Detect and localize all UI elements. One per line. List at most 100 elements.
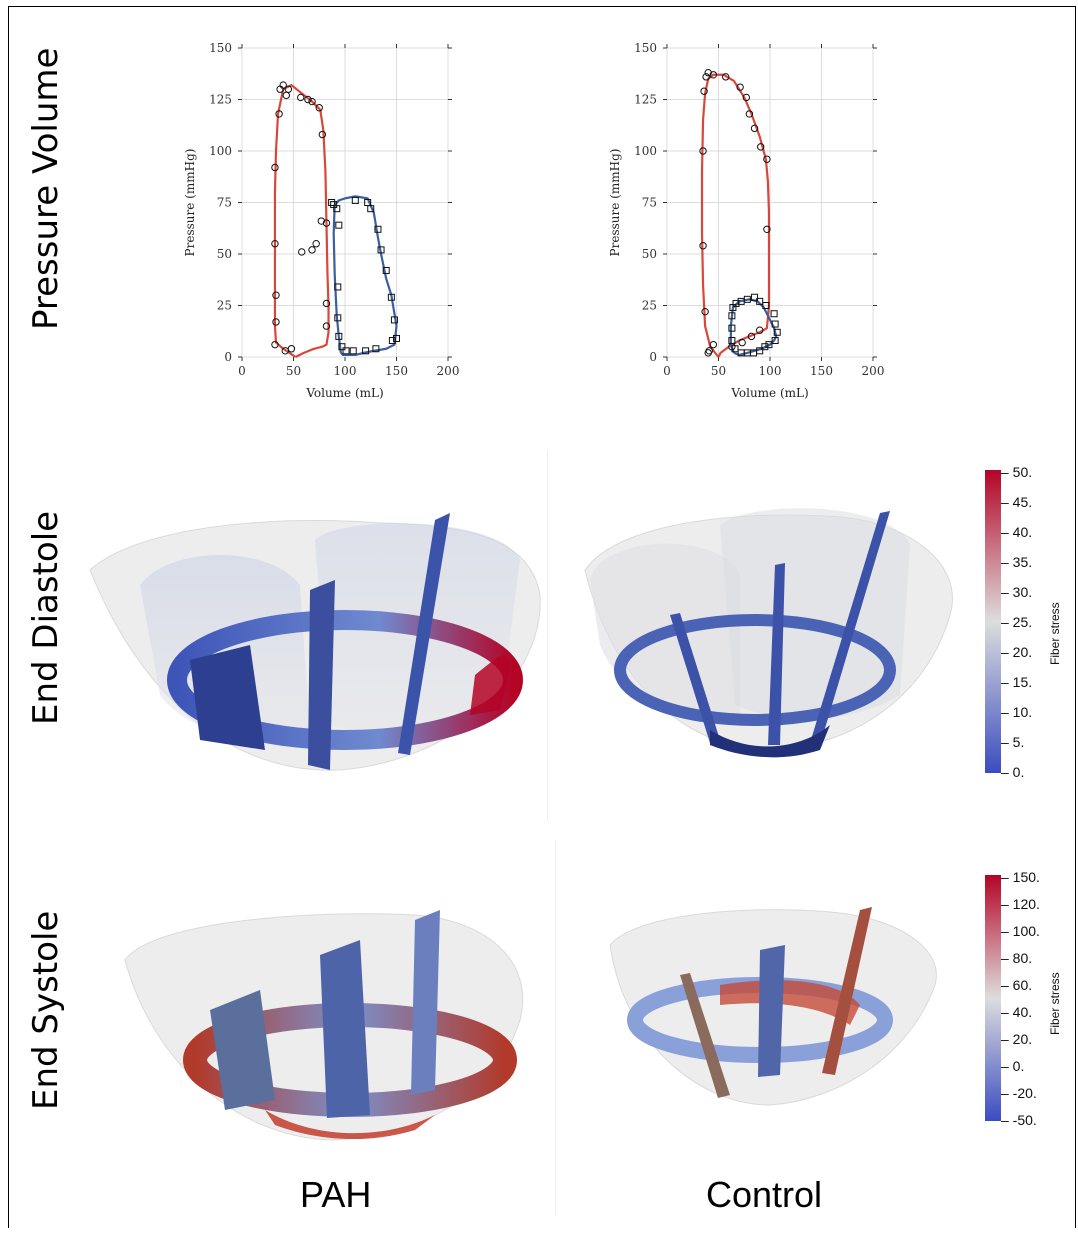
rv-measured-point <box>338 343 346 351</box>
lv-model-line <box>700 73 771 358</box>
x-tick-label: 50 <box>286 364 301 378</box>
rv-measured-point <box>770 310 778 318</box>
y-tick-label: 100 <box>209 144 232 158</box>
rv-measured-point <box>751 293 759 301</box>
lv-measured-point <box>701 307 709 316</box>
lv-measured-point <box>318 130 327 139</box>
colorbar-tick-label: – 45. <box>1001 494 1033 510</box>
colorbar-tick-label: – -50. <box>1001 1112 1037 1128</box>
colorbar-tick-label: – 15. <box>1001 674 1033 690</box>
colorbar-tick-label: – 10. <box>1001 704 1033 720</box>
heart-mesh-end-diastole-control <box>584 508 953 758</box>
colorbar-tick-label: – -20. <box>1001 1085 1037 1101</box>
lv-measured-point <box>275 110 283 118</box>
lv-measured-point <box>271 240 279 248</box>
colorbar-tick-label: – 30. <box>1001 584 1033 600</box>
y-axis-label: Pressure (mmHg) <box>608 149 622 257</box>
rv-measured-point <box>334 314 342 322</box>
lv-measured-point <box>757 143 765 151</box>
lv-measured-point <box>304 95 312 104</box>
rv-model-line <box>332 195 398 357</box>
y-tick-label: 125 <box>634 93 657 107</box>
rv-measured-point <box>335 332 343 340</box>
rv-measured-point <box>377 246 385 254</box>
lv-measured-point <box>699 147 707 155</box>
rv-measured-point <box>731 345 739 353</box>
y-tick-label: 75 <box>642 196 657 210</box>
y-tick-label: 25 <box>642 299 657 313</box>
rv-measured-point <box>334 283 342 291</box>
colorbar-tick-label: – 0. <box>1001 1058 1025 1074</box>
y-tick-label: 25 <box>217 299 232 313</box>
rv-measured-point <box>773 328 781 336</box>
y-tick-label: 125 <box>209 93 232 107</box>
y-tick-label: 50 <box>642 247 657 261</box>
colorbar-tick-label: – 5. <box>1001 734 1025 750</box>
colorbar-tick-label: – 0. <box>1001 764 1025 780</box>
rv-measured-point <box>328 199 336 206</box>
colorbar-tick-label: – 80. <box>1001 950 1033 966</box>
rv-measured-point <box>374 225 382 233</box>
y-tick-label: 150 <box>209 41 232 55</box>
colorbar-tick-label: – 150. <box>1001 869 1040 885</box>
x-tick-label: 100 <box>334 364 357 378</box>
x-tick-label: 200 <box>437 364 460 378</box>
x-tick-label: 0 <box>663 364 671 378</box>
y-tick-label: 50 <box>217 247 232 261</box>
lv-measured-point <box>312 240 320 248</box>
rv-measured-point <box>756 297 764 305</box>
lv-measured-point <box>738 338 746 347</box>
figure-frame <box>8 6 1076 1228</box>
y-tick-label: 0 <box>224 350 232 364</box>
lv-measured-point <box>282 91 290 100</box>
rv-measured-point <box>761 343 769 351</box>
y-axis-label: Pressure (mmHg) <box>183 149 197 257</box>
rv-measured-point <box>728 337 736 345</box>
y-tick-label: 150 <box>634 41 657 55</box>
lv-measured-point <box>281 347 289 355</box>
colorbar-tick-label: – 40. <box>1001 1004 1033 1020</box>
rv-measured-point <box>333 205 341 213</box>
x-tick-label: 100 <box>759 364 782 378</box>
rv-measured-point <box>367 205 375 213</box>
rv-measured-point <box>762 302 770 309</box>
colorbar-systole <box>985 875 1001 1121</box>
lv-measured-point <box>705 347 713 355</box>
column-label-pah: PAH <box>300 1174 372 1215</box>
lv-measured-point <box>709 71 718 79</box>
row-label-end-diastole: End Diastole <box>26 510 66 725</box>
colorbar-tick-label: – 120. <box>1001 896 1040 912</box>
colorbar-tick-label: – 20. <box>1001 644 1033 660</box>
rv-measured-point <box>372 345 380 353</box>
lv-measured-point <box>317 217 326 225</box>
y-tick-label: 100 <box>634 144 657 158</box>
colorbar-tick-label: – 25. <box>1001 614 1033 630</box>
x-axis-label: Volume (mL) <box>730 386 808 400</box>
heart-mesh-end-systole-control <box>609 907 937 1106</box>
rv-measured-point <box>342 347 350 355</box>
colorbar-tick-label: – 40. <box>1001 524 1033 540</box>
lv-measured-point <box>279 81 287 89</box>
lv-measured-point <box>271 163 279 172</box>
rv-measured-point <box>743 295 751 303</box>
lv-measured-point <box>308 246 316 254</box>
lv-measured-point <box>322 299 331 308</box>
lv-measured-point <box>756 326 764 334</box>
y-tick-label: 0 <box>649 350 657 364</box>
lv-measured-point <box>315 104 323 112</box>
lv-measured-point <box>763 155 771 163</box>
lv-measured-point <box>702 73 710 81</box>
colorbar-diastole-title: Fiber stress <box>1048 602 1062 665</box>
rv-measured-point <box>362 347 370 355</box>
lv-measured-point <box>699 242 707 250</box>
lv-measured-point <box>297 93 305 102</box>
lv-measured-point <box>722 73 730 81</box>
lv-measured-point <box>736 83 744 91</box>
x-tick-label: 150 <box>810 364 833 378</box>
x-axis-label: Volume (mL) <box>305 386 383 400</box>
rv-measured-point <box>737 349 745 357</box>
colorbar-tick-label: – 20. <box>1001 1031 1033 1047</box>
rv-measured-point <box>393 334 400 342</box>
